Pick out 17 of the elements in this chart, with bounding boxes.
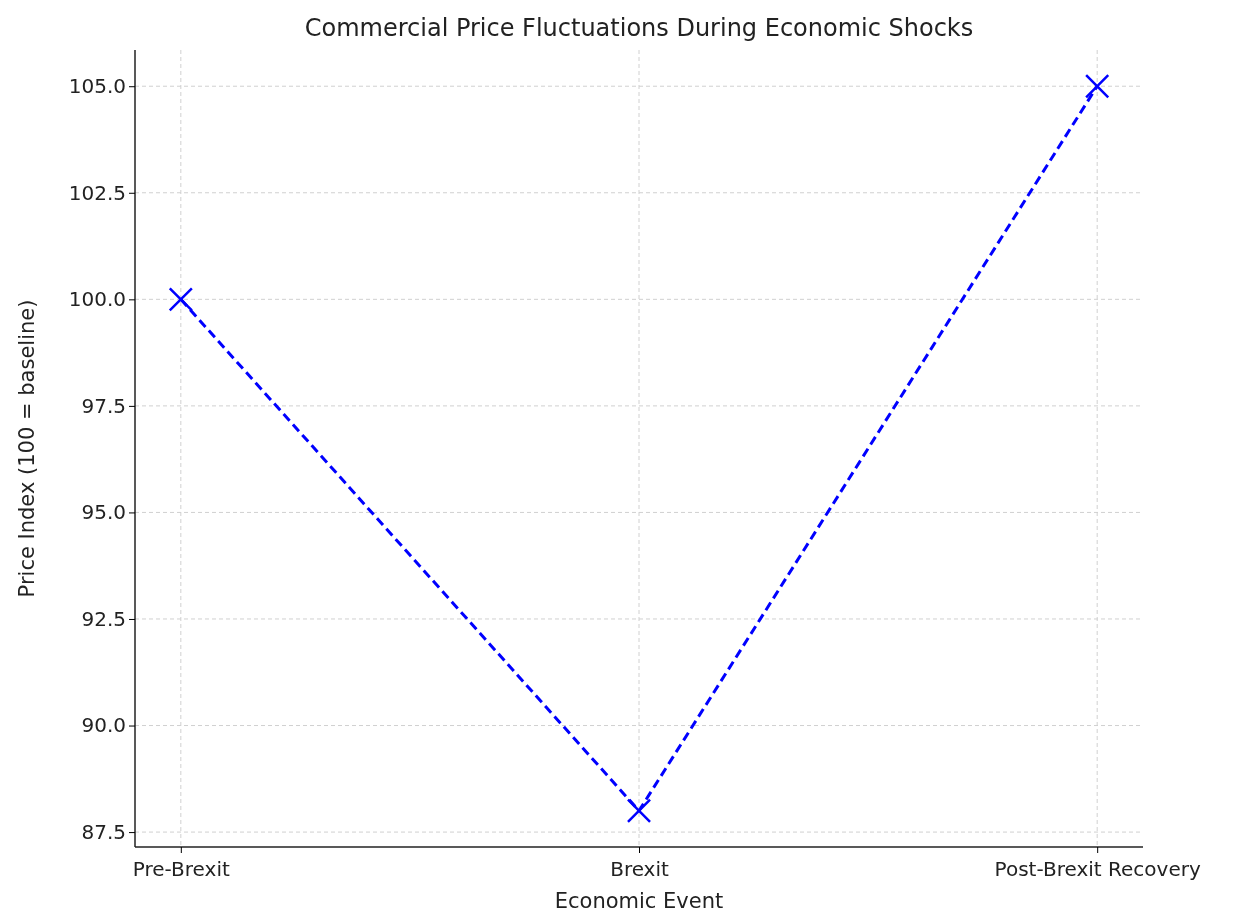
y-tick-label: 92.5 <box>81 606 126 631</box>
y-tick-label: 102.5 <box>68 180 126 205</box>
x-tick-label: Post-Brexit Recovery <box>994 857 1201 881</box>
y-tick-label: 90.0 <box>81 713 126 738</box>
point <box>168 287 194 312</box>
y-tick-label: 87.5 <box>81 819 126 844</box>
y-tick-label: 97.5 <box>81 393 126 418</box>
y-tick-label: 105.0 <box>68 74 126 99</box>
x-tick-label: Pre-Brexit <box>132 857 230 881</box>
point <box>1084 73 1110 99</box>
y-axis-title: Price Index (100 = baseline) <box>15 299 39 598</box>
chart-title: Commercial Price Fluctuations During Economic Shocks <box>304 14 974 42</box>
x-axis-title: Economic Event <box>554 889 724 913</box>
y-tick-label: 95.0 <box>81 500 126 525</box>
y-tick-label: 100.0 <box>68 287 126 312</box>
point <box>626 798 652 824</box>
x-tick-label: Brexit <box>610 857 669 881</box>
